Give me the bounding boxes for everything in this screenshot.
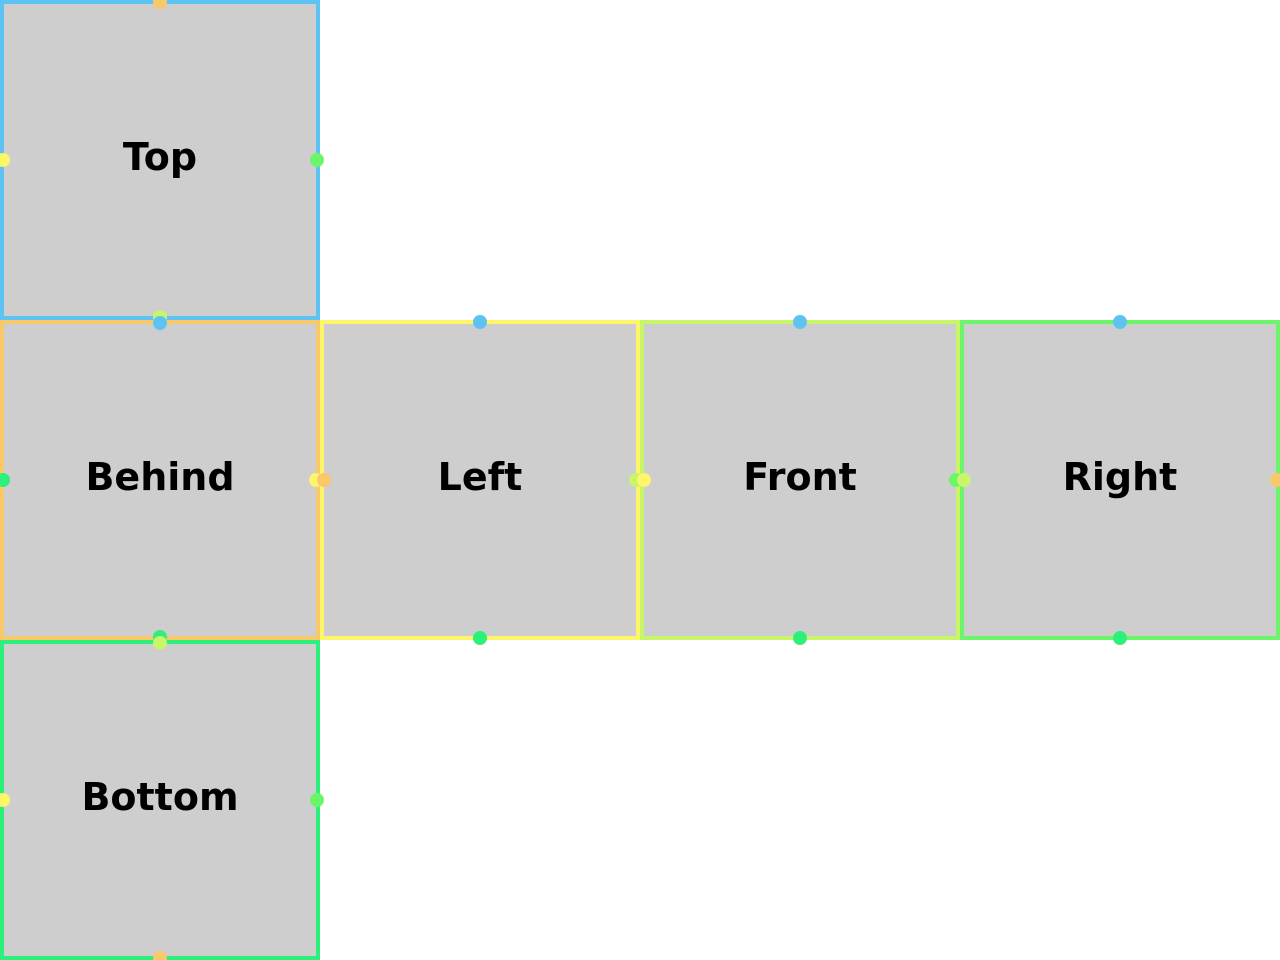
connector-dot [310,153,324,167]
connector-dot [310,793,324,807]
face-right: Right [960,320,1280,640]
face-left: Left [320,320,640,640]
face-front: Front [640,320,960,640]
connector-dot [957,473,971,487]
face-behind-label: Behind [85,455,235,499]
connector-dot [1270,473,1280,487]
face-left-label: Left [437,455,523,499]
face-top-label: Top [122,135,198,179]
connector-dot [153,316,167,330]
connector-dot [0,473,10,487]
connector-dot [473,315,487,329]
connector-dot [1113,315,1127,329]
face-top: Top [0,0,320,320]
connector-dot [1113,631,1127,645]
face-behind: Behind [0,320,320,640]
connector-dot [0,153,10,167]
connector-dot [153,951,167,960]
connector-dot [317,473,331,487]
connector-dot [153,636,167,650]
connector-dot [473,631,487,645]
connector-dot [0,793,10,807]
face-right-label: Right [1062,455,1178,499]
face-bottom-label: Bottom [81,775,239,819]
connector-dot [637,473,651,487]
connector-dot [153,0,167,9]
face-bottom: Bottom [0,640,320,960]
face-front-label: Front [743,455,857,499]
connector-dot [793,631,807,645]
connector-dot [793,315,807,329]
